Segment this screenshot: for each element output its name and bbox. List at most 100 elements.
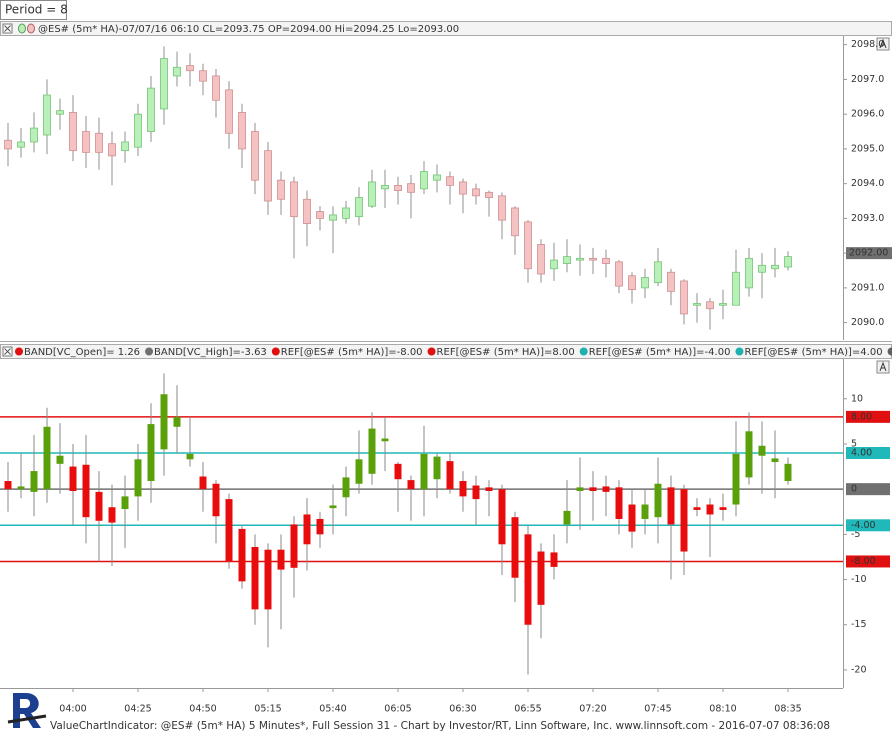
reference-label-box [846, 483, 890, 496]
candle-up [30, 471, 38, 492]
candle-up [121, 496, 129, 510]
candle-up [758, 445, 766, 456]
legend-marker [579, 347, 588, 356]
candle-down [446, 461, 454, 490]
candle-up [654, 483, 662, 518]
reference-label: 4.00 [851, 448, 872, 459]
candle-up [576, 257, 584, 261]
candle-up [147, 87, 155, 132]
y-tick-label: -10 [851, 574, 867, 585]
last-price-label: 2092.00 [849, 248, 888, 259]
candle-up [30, 127, 38, 143]
candle-down [485, 487, 493, 491]
period-box[interactable] [0, 0, 67, 20]
reference-label: 8.00 [851, 411, 872, 422]
candle-down [82, 464, 90, 518]
candle-up [173, 416, 181, 427]
candle-up [43, 426, 51, 490]
candle-down [394, 184, 402, 192]
y-tick-label: 2095.0 [851, 143, 884, 154]
candle-down [511, 517, 519, 578]
legend-marker [15, 347, 23, 356]
footer: ValueChartIndicator: @ES# (5m* HA) 5 Min… [50, 720, 830, 732]
candle-down [459, 481, 467, 497]
legend-marker [887, 347, 892, 356]
legend-label: REF[@ES# (5m* HA)]=4.00 [744, 347, 882, 358]
candle-down [4, 139, 12, 150]
legend-marker [271, 347, 280, 356]
candle-down [498, 489, 506, 545]
x-tick-label: 06:55 [514, 704, 541, 715]
candle-down [706, 504, 714, 515]
candle-up [433, 456, 441, 480]
x-tick-label: 05:15 [254, 704, 281, 715]
reference-label-box [846, 555, 890, 568]
candle-up [342, 207, 350, 219]
legend-label: BAND[VC_Open]= 1.26 [24, 347, 140, 358]
candle-up [641, 277, 649, 289]
candle-up [121, 141, 129, 152]
candle-up [355, 197, 363, 218]
candle-up [784, 256, 792, 268]
candle-down [69, 112, 77, 152]
candle-down [303, 198, 311, 225]
candle-down [199, 70, 207, 82]
legend-marker [427, 347, 436, 356]
candle-down [472, 485, 480, 500]
candle-up [745, 431, 753, 478]
candle-down [667, 271, 675, 292]
legend-label: REF[@ES# (5m* HA)]=8.00 [437, 347, 575, 358]
y-tick-label: 2090.0 [851, 317, 884, 328]
candle-down [251, 547, 259, 610]
y-tick-label: -15 [851, 619, 867, 630]
reference-label: -4.00 [851, 520, 876, 531]
candle-down [251, 131, 259, 181]
candle-up [17, 141, 25, 148]
x-tick-label: 04:25 [124, 704, 151, 715]
candle-up [381, 438, 389, 442]
x-tick-label: 05:40 [319, 704, 346, 715]
y-tick-label: 5 [851, 438, 857, 449]
y-tick-label: 2096.0 [851, 109, 884, 120]
candle-down [524, 221, 532, 270]
x-tick-label: 06:05 [384, 704, 411, 715]
legend-label: REF[@ES# (5m* HA)]=-4.00 [589, 347, 731, 358]
candle-down [212, 75, 220, 101]
candle-down [602, 486, 610, 492]
candle-up [732, 271, 740, 306]
candle-down [693, 507, 701, 510]
candle-up [420, 171, 428, 190]
candle-up [784, 463, 792, 482]
candle-down [589, 487, 597, 491]
candle-up [368, 181, 376, 207]
legend-marker [735, 347, 744, 356]
candle-up [433, 174, 441, 181]
candle-down [485, 191, 493, 198]
candle-down [667, 487, 675, 525]
candle-down [498, 195, 506, 221]
period-label: Period = 8 [5, 3, 68, 17]
legend-label: BAND[VC_High]=-3.63 [154, 347, 267, 358]
y-tick-label: 10 [851, 393, 863, 404]
reference-label-box [846, 447, 890, 459]
candle-down [550, 552, 558, 567]
candle-down [615, 487, 623, 519]
candle-down [264, 150, 272, 202]
candle-down [225, 89, 233, 134]
panel-title: @ES# (5m* HA)-07/07/16 06:10 CL=2093.75 … [38, 24, 459, 35]
candle-up [43, 94, 51, 136]
candle-down [303, 514, 311, 545]
candle-up [160, 58, 168, 110]
y-tick-label: 2098.0 [851, 39, 884, 50]
candle-down [238, 528, 246, 582]
candle-up [56, 455, 64, 464]
candle-down [602, 257, 610, 264]
candle-up [173, 66, 181, 77]
candle-up [342, 477, 350, 498]
close-icon [4, 25, 11, 32]
x-tick-label: 04:50 [189, 704, 216, 715]
candle-down [316, 518, 324, 535]
y-tick-label: 2093.0 [851, 213, 884, 224]
